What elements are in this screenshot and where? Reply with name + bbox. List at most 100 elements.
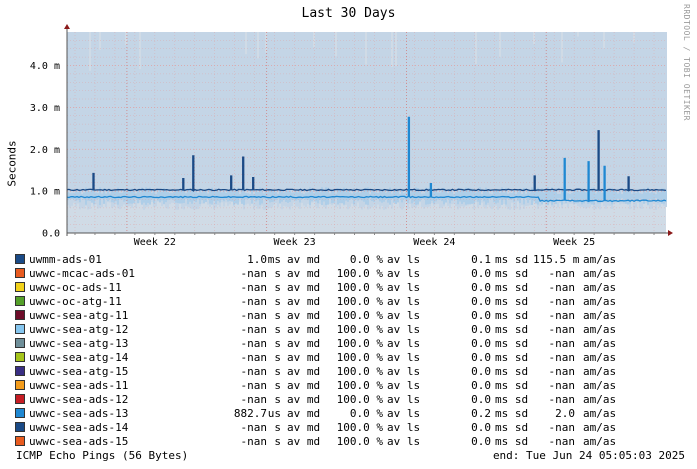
legend-am-value: -nan — [548, 337, 576, 350]
smoke-column — [477, 32, 479, 208]
smoke-column — [85, 32, 87, 206]
smoke-column — [247, 32, 249, 204]
smoke-column — [129, 32, 131, 207]
smoke-band — [69, 193, 71, 200]
legend-host-name: uwwc-sea-atg-11 — [29, 309, 129, 322]
smoke-column — [89, 70, 91, 209]
smoke-band — [457, 188, 459, 205]
smoke-column — [171, 32, 173, 203]
legend-loss-value: 100.0 % — [336, 281, 383, 294]
smoke-column — [377, 32, 379, 205]
smoke-band — [295, 191, 297, 201]
legend-host-name: uwwc-sea-ads-11 — [29, 379, 129, 392]
legend-avg-value: -nan — [240, 267, 268, 280]
legend-am-unit: am/as — [583, 267, 617, 280]
smoke-band — [617, 193, 619, 199]
legend-am-unit: am/as — [583, 323, 617, 336]
smoke-column — [351, 32, 353, 204]
smoke-column — [515, 32, 517, 209]
smoke-band — [307, 192, 309, 201]
smoke-column — [135, 32, 137, 208]
smoke-column — [211, 32, 213, 203]
legend-loss-tag: av ls — [387, 407, 421, 420]
smoke-column — [69, 32, 71, 208]
smoke-column — [593, 32, 595, 210]
legend-avg-value: 882.7 — [233, 407, 267, 420]
smoke-column — [627, 32, 629, 205]
legend-avg-tag: av md — [287, 267, 321, 280]
smoke-column — [249, 32, 251, 206]
y-axis-arrow — [64, 24, 70, 29]
smoke-column — [327, 32, 329, 205]
legend-loss-value: 100.0 % — [336, 365, 383, 378]
legend-am-unit: am/as — [583, 379, 617, 392]
legend-sd-value: 0.0 — [471, 435, 491, 448]
smoke-band — [373, 190, 375, 202]
legend-avg-unit: s — [274, 267, 281, 280]
legend-loss-tag: av ls — [387, 253, 421, 266]
smoke-column — [281, 32, 283, 210]
legend-loss-tag: av ls — [387, 351, 421, 364]
smoke-layer — [67, 32, 667, 210]
smoke-column — [373, 32, 375, 206]
legend: uwmm-ads-01 1.0ms av md 0.0 % av ls 0.1 ms sd 1… — [15, 253, 623, 449]
smoke-band — [427, 188, 429, 205]
smoke-band — [609, 190, 611, 202]
x-axis-arrow — [668, 230, 673, 236]
smoke-band — [353, 188, 355, 205]
smoke-band — [629, 188, 631, 204]
smoke-band — [327, 187, 329, 205]
smoke-column — [227, 32, 229, 206]
smoke-band — [559, 193, 561, 199]
legend-am-value: -nan — [548, 281, 576, 294]
smoke-column — [455, 32, 457, 207]
smoke-band — [281, 190, 283, 202]
smoke-band — [529, 192, 531, 200]
smoke-column — [557, 32, 559, 208]
smoke-column — [67, 32, 69, 206]
legend-avg-tag: av md — [287, 365, 321, 378]
smoke-column — [495, 32, 497, 206]
smoke-column — [653, 32, 655, 204]
smoke-column — [349, 32, 351, 207]
smoke-column — [591, 32, 593, 205]
legend-avg-tag: av md — [287, 253, 321, 266]
smoke-column — [207, 32, 209, 205]
smoke-band — [93, 188, 95, 205]
smoke-column — [111, 32, 113, 208]
smoke-column — [451, 32, 453, 205]
smoke-column — [387, 32, 389, 208]
smoke-band — [557, 193, 559, 199]
smoke-band — [251, 188, 253, 204]
legend-swatch — [15, 338, 25, 348]
smoke-band — [397, 189, 399, 203]
smoke-band — [235, 189, 237, 204]
smoke-band — [101, 193, 103, 199]
smoke-band — [195, 190, 197, 203]
legend-sd-unit: ms sd — [495, 295, 529, 308]
smoke-band — [113, 189, 115, 203]
smoke-column — [405, 32, 407, 203]
legend-host-name: uwwc-oc-ads-11 — [29, 281, 122, 294]
smoke-band — [513, 190, 515, 202]
smoke-column — [159, 32, 161, 203]
smoke-column — [331, 32, 333, 206]
smoke-band — [589, 188, 591, 204]
legend-sd-value: 0.0 — [471, 365, 491, 378]
smoke-band — [313, 192, 315, 200]
smoke-column — [289, 32, 291, 210]
smoke-column — [325, 32, 327, 209]
rrdtool-watermark: RRDTOOL / TOBI OETIKER — [682, 4, 691, 121]
smoke-column — [393, 32, 395, 203]
smoke-column — [153, 32, 155, 207]
smoke-column — [133, 32, 135, 204]
smoke-band — [461, 188, 463, 204]
smoke-band — [201, 192, 203, 201]
smoke-column — [663, 32, 665, 206]
legend-am-unit: am/as — [583, 337, 617, 350]
smoke-column — [149, 32, 151, 204]
smoke-band — [305, 192, 307, 200]
legend-am-unit: am/as — [583, 253, 617, 266]
smoke-column — [175, 32, 177, 210]
smoke-column — [335, 56, 337, 208]
